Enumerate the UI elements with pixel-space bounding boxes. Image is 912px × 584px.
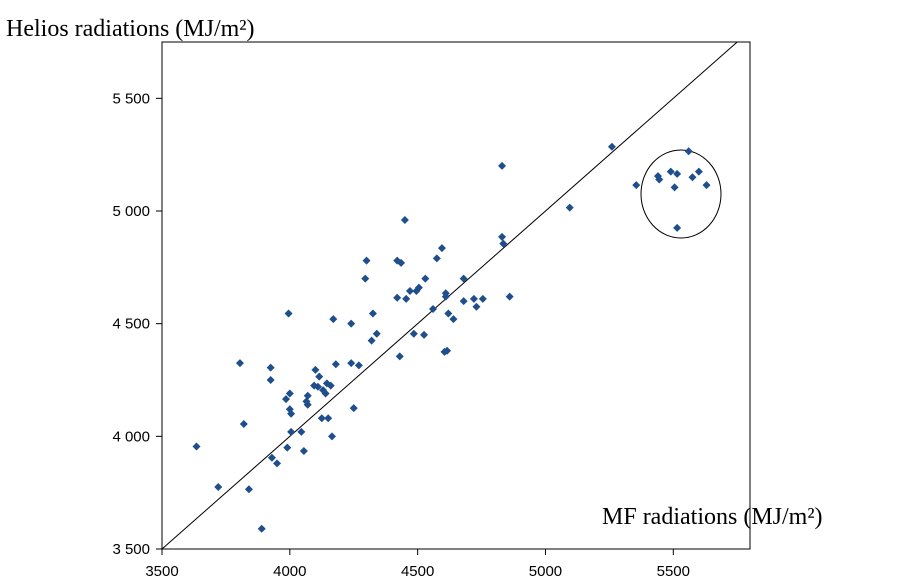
data-point [414,283,423,292]
data-point [498,161,507,170]
data-point [299,446,308,455]
data-point [400,216,409,225]
data-point [673,169,682,178]
data-point [702,181,711,190]
data-point [428,305,437,314]
data-point [266,376,275,384]
data-point [321,389,330,398]
x-tick-label: 5500 [657,563,690,580]
data-point [331,360,340,369]
x-tick-label: 4500 [401,563,434,580]
data-point [192,442,201,451]
data-point [354,361,363,370]
data-points [192,142,711,533]
data-point [505,292,514,301]
data-point [285,389,294,398]
data-point [244,485,253,494]
y-tick-label: 5 000 [112,203,150,220]
x-axis-title: MF radiations (MJ/m²) [602,504,823,530]
data-point [402,294,411,303]
data-point [284,309,293,318]
data-point [368,309,377,318]
data-point [214,483,223,492]
data-point [317,414,326,423]
data-point [257,524,266,533]
data-point [326,381,335,390]
y-axis-ticks: 3 500 4 000 4 500 5 000 5 500 [112,90,162,558]
y-axis-title: Helios radiations (MJ/m²) [6,16,255,42]
data-point [297,427,306,436]
data-point [397,258,406,267]
data-point [347,359,356,368]
data-point [478,294,487,303]
data-point [420,330,429,339]
cluster-highlight-ellipse [640,149,722,239]
data-point [372,329,381,338]
data-point [432,254,441,263]
y-tick-label: 4 500 [112,316,150,333]
data-point [281,395,290,404]
data-point [329,315,338,324]
data-point [607,142,616,151]
data-point [469,294,478,303]
data-point [367,336,376,345]
data-point [666,167,675,176]
data-point [459,274,468,283]
data-point [313,382,322,391]
data-point [409,329,418,338]
data-point [235,359,244,368]
data-point [349,404,358,413]
data-point [287,427,296,436]
data-point [441,289,450,298]
data-point [303,400,312,409]
data-point [421,274,430,283]
data-point [315,372,324,381]
data-point [303,391,312,400]
data-point [283,443,292,452]
reference-line-y-equals-x [161,41,738,550]
data-point [287,409,296,418]
data-point [395,352,404,361]
data-point [443,346,452,355]
data-point [632,181,641,190]
data-point [362,256,371,265]
data-point [311,365,320,374]
data-point [565,203,574,212]
data-point [437,244,446,253]
data-point [405,286,414,295]
data-point [347,319,356,328]
data-point [273,459,282,468]
data-point [324,414,333,423]
data-point [694,167,703,176]
data-point [449,315,458,324]
y-tick-label: 4 000 [112,428,150,445]
x-axis-ticks: 3500 4000 4500 5000 5500 [145,549,690,580]
y-tick-label: 5 500 [112,90,150,107]
y-tick-label: 3 500 [112,541,150,558]
data-point [498,232,507,241]
data-point [472,302,481,311]
data-point [670,183,679,192]
data-point [239,419,248,428]
data-point [393,293,402,302]
data-point [266,363,275,372]
x-tick-label: 3500 [145,563,178,580]
data-point [267,453,276,462]
data-point [444,309,453,318]
data-point [499,239,508,248]
data-point [361,274,370,283]
data-point [655,175,664,184]
x-tick-label: 5000 [529,563,562,580]
data-point [688,173,697,182]
data-point [459,297,468,306]
data-point [684,147,693,156]
plot-frame [161,41,751,550]
data-point [673,223,682,232]
data-point [328,432,337,441]
x-tick-label: 4000 [273,563,306,580]
